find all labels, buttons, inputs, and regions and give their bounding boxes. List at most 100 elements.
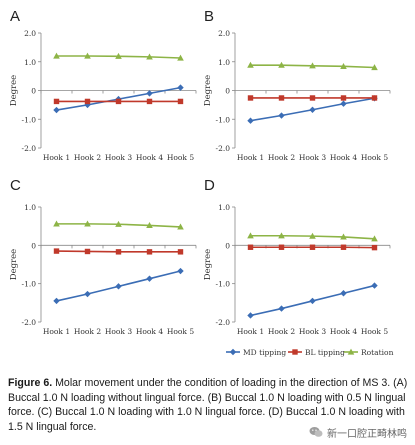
- watermark-text: 新一口腔正畸林鸣: [327, 428, 407, 440]
- data-point: [340, 233, 347, 240]
- data-point: [278, 232, 285, 239]
- series-bl-tipping: [53, 248, 184, 255]
- legend-label: BL tipping: [305, 348, 345, 357]
- data-point: [309, 232, 316, 239]
- data-point: [146, 275, 153, 282]
- data-point: [278, 305, 285, 312]
- data-point: [278, 244, 285, 250]
- series-rotation: [247, 232, 378, 242]
- panel-label: C: [10, 177, 21, 194]
- data-point: [115, 220, 122, 227]
- data-point: [247, 95, 254, 101]
- data-point: [115, 98, 122, 105]
- x-tick-label: Hook 3: [299, 153, 327, 162]
- data-point: [371, 282, 378, 289]
- y-tick-label: 2.0: [218, 29, 230, 38]
- data-point: [247, 312, 254, 319]
- y-axis-label: Degree: [203, 75, 213, 106]
- x-tick-label: Hook 5: [167, 327, 195, 336]
- data-point: [340, 244, 347, 250]
- legend: MD tipping BL tipping Rotation: [226, 348, 394, 357]
- y-tick-label: 2.0: [24, 29, 36, 38]
- x-tick-label: Hook 1: [237, 327, 264, 336]
- figure-caption: Figure 6. Molar movement under the condi…: [8, 376, 408, 434]
- data-point: [309, 62, 316, 69]
- data-point: [53, 248, 60, 254]
- data-point: [371, 64, 378, 71]
- legend-item: MD tipping: [226, 348, 286, 357]
- series-rotation: [53, 52, 184, 61]
- x-tick-label: Hook 5: [167, 153, 195, 162]
- data-point: [371, 235, 378, 242]
- data-point: [177, 54, 184, 61]
- data-point: [84, 290, 91, 298]
- series-md-tipping: [247, 95, 378, 124]
- x-tick-label: Hook 2: [268, 153, 296, 162]
- data-point: [247, 244, 254, 250]
- series-bl-tipping: [247, 244, 378, 251]
- y-axis-label: Degree: [9, 75, 19, 106]
- y-tick-label: 0: [31, 241, 36, 250]
- data-point: [247, 117, 254, 124]
- data-point: [84, 248, 91, 255]
- data-point: [115, 249, 122, 255]
- data-point: [340, 100, 347, 107]
- x-tick-label: Hook 4: [136, 153, 164, 162]
- x-tick-label: Hook 1: [43, 153, 70, 162]
- x-tick-label: Hook 3: [105, 327, 133, 336]
- data-point: [340, 290, 347, 297]
- y-tick-label: -2.0: [216, 318, 231, 327]
- data-point: [247, 232, 254, 239]
- y-tick-label: -2.0: [22, 144, 37, 153]
- data-point: [53, 52, 60, 59]
- series-bl-tipping: [53, 98, 184, 105]
- data-point: [146, 222, 153, 228]
- data-point: [177, 84, 184, 91]
- data-point: [53, 98, 60, 105]
- legend-item: Rotation: [344, 348, 394, 357]
- x-tick-label: Hook 2: [74, 327, 102, 336]
- data-point: [84, 52, 91, 59]
- y-tick-label: -1.0: [216, 115, 231, 124]
- y-tick-label: 1.0: [218, 203, 230, 212]
- data-point: [309, 106, 316, 113]
- data-point: [115, 52, 122, 59]
- y-tick-label: 1.0: [24, 58, 36, 67]
- legend-marker: [347, 348, 355, 355]
- series-rotation: [247, 61, 378, 71]
- legend-marker: [229, 348, 237, 356]
- x-tick-label: Hook 5: [361, 327, 389, 336]
- data-point: [278, 61, 285, 68]
- y-tick-label: -2.0: [22, 318, 37, 327]
- wechat-icon: [309, 427, 323, 437]
- data-point: [177, 98, 184, 105]
- watermark: 新一口腔正畸林鸣: [307, 424, 409, 440]
- x-tick-label: Hook 2: [268, 327, 296, 336]
- legend-label: Rotation: [361, 348, 394, 357]
- data-point: [146, 249, 153, 255]
- legend-item: BL tipping: [288, 348, 345, 357]
- x-tick-label: Hook 3: [105, 153, 133, 162]
- data-point: [177, 249, 184, 255]
- panel-label: D: [204, 177, 215, 194]
- y-axis-label: Degree: [203, 249, 213, 280]
- y-tick-label: 0: [225, 241, 230, 250]
- data-point: [146, 90, 153, 97]
- y-tick-label: 0: [31, 87, 36, 96]
- data-point: [84, 98, 91, 105]
- legend-marker: [292, 349, 298, 355]
- x-tick-label: Hook 1: [237, 153, 264, 162]
- y-tick-label: 1.0: [218, 58, 230, 67]
- data-point: [146, 53, 153, 60]
- series-md-tipping: [53, 267, 184, 305]
- y-tick-label: 1.0: [24, 203, 36, 212]
- data-point: [115, 283, 122, 290]
- y-tick-label: -1.0: [216, 280, 231, 289]
- caption-lead: Figure 6.: [8, 377, 53, 389]
- series-md-tipping: [247, 282, 378, 319]
- data-point: [309, 244, 316, 250]
- data-point: [53, 106, 60, 114]
- data-point: [371, 244, 378, 251]
